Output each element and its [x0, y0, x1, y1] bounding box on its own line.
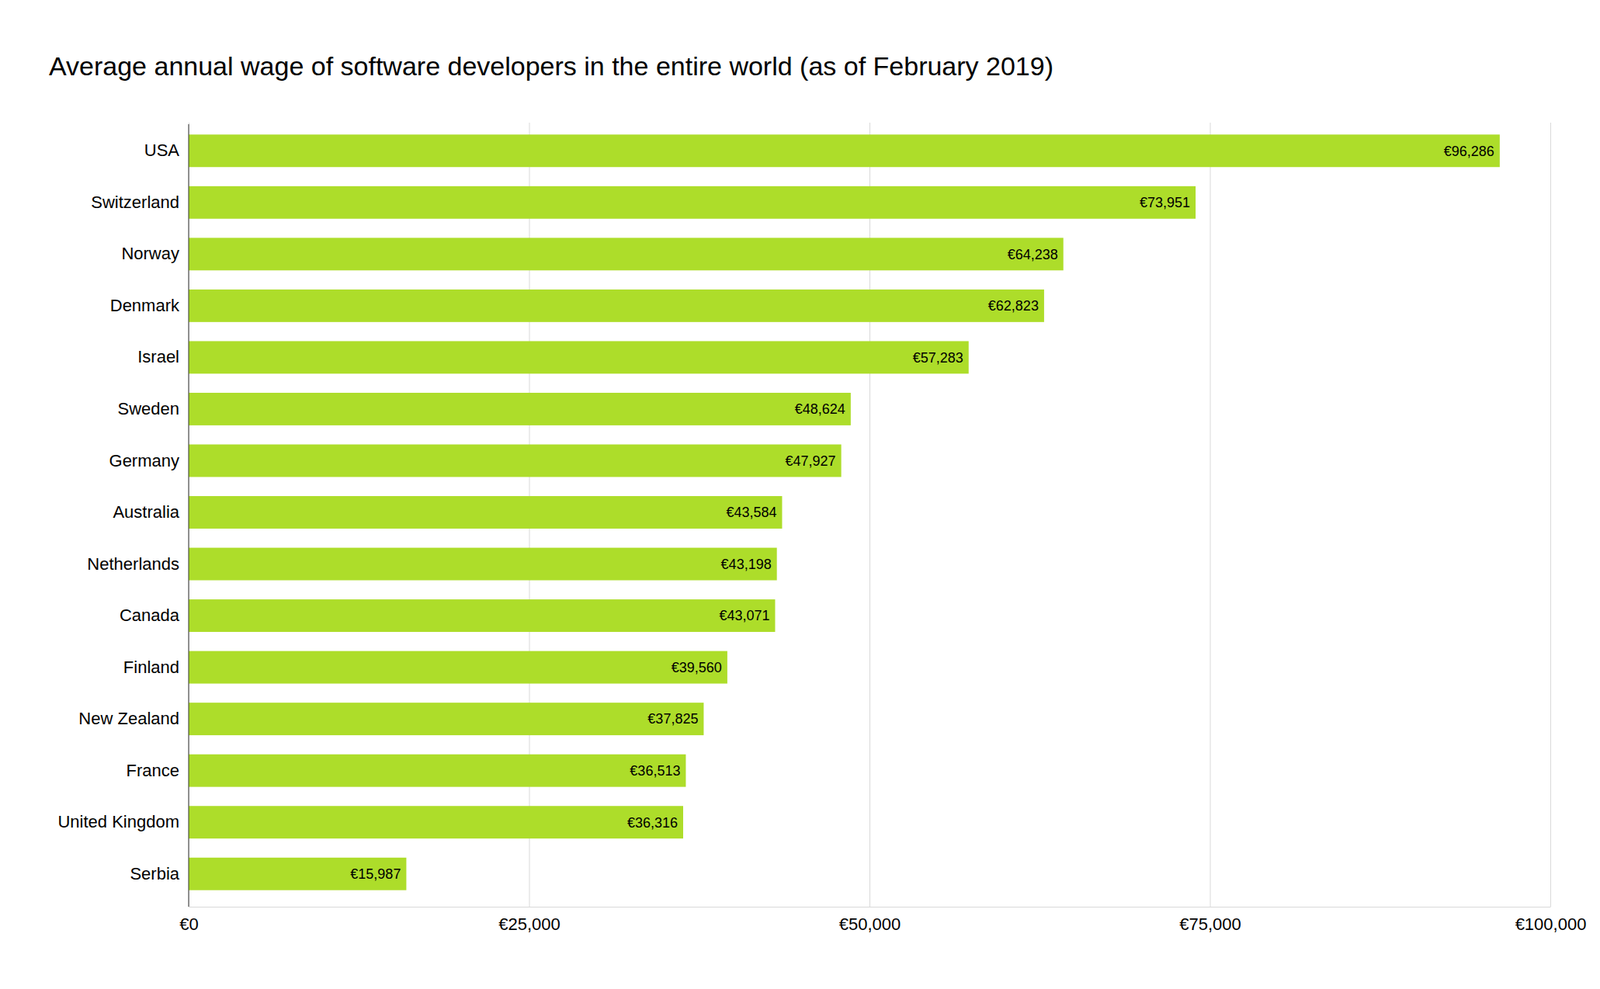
- bar: [188, 599, 775, 632]
- x-axis: €0 €25,000 €50,000 €75,000 €100,000: [179, 122, 1587, 934]
- y-tick-label: United Kingdom: [57, 812, 180, 832]
- data-label: €15,987: [350, 866, 401, 882]
- y-tick-label: Serbia: [129, 864, 180, 884]
- title: Average annual wage of software develope…: [48, 51, 1054, 81]
- data-labels: €96,286 €73,951 €64,238 €62,823 €57,283 €48,6…: [350, 143, 1495, 882]
- y-tick-label: Switzerland: [90, 192, 180, 212]
- y-tick: United Kingdom: [57, 812, 189, 832]
- y-tick-label: Denmark: [110, 295, 181, 316]
- data-label: €73,951: [1139, 194, 1191, 211]
- y-tick-label: Norway: [121, 243, 180, 264]
- y-tick: Canada: [119, 605, 189, 625]
- bar: [188, 857, 407, 891]
- bar: [188, 548, 778, 581]
- data-label: €57,283: [912, 350, 964, 366]
- bar: [188, 651, 728, 684]
- data-label: €37,825: [647, 711, 698, 727]
- data-label: €96,286: [1443, 143, 1495, 160]
- x-tick: €75,000: [1179, 122, 1242, 934]
- y-axis-line: [188, 124, 190, 907]
- bar: [188, 340, 969, 374]
- data-label: €39,560: [671, 659, 722, 676]
- y-tick: USA: [144, 140, 189, 160]
- y-tick: Netherlands: [86, 554, 189, 574]
- x-tick-label: €75,000: [1179, 914, 1242, 934]
- chart: Average annual wage of software develope…: [0, 0, 1600, 989]
- y-tick: Australia: [112, 502, 189, 522]
- y-tick: Denmark: [110, 295, 189, 316]
- y-tick: Germany: [109, 451, 189, 471]
- y-tick-label: Netherlands: [86, 554, 180, 574]
- y-tick-label: Germany: [109, 451, 180, 471]
- data-label: €43,198: [721, 556, 772, 573]
- data-label: €47,927: [785, 453, 837, 469]
- bar: [188, 289, 1045, 323]
- grid-line: [1550, 122, 1552, 907]
- bar: [188, 186, 1196, 219]
- data-label: €43,071: [718, 607, 770, 624]
- y-tick-label: Canada: [119, 605, 181, 625]
- bars: [188, 134, 1500, 890]
- x-tick-label: €25,000: [498, 914, 561, 934]
- y-tick: Serbia: [129, 864, 189, 884]
- bar: [188, 702, 704, 736]
- data-label: €48,624: [794, 401, 846, 417]
- y-tick: Israel: [137, 347, 189, 367]
- data-label: €36,513: [629, 763, 681, 779]
- x-tick: €100,000: [1515, 122, 1587, 934]
- data-label: €43,584: [725, 504, 777, 521]
- y-tick-label: USA: [144, 140, 181, 160]
- y-tick-label: France: [126, 760, 180, 781]
- bar: [188, 754, 686, 788]
- data-label: €62,823: [988, 298, 1039, 314]
- y-axis: USA Switzerland Norway Denmark Israel Sweden G…: [57, 124, 189, 907]
- data-label: €36,316: [627, 815, 678, 831]
- x-tick-label: €0: [179, 914, 198, 934]
- grid-line: [1210, 122, 1212, 907]
- y-tick: Switzerland: [90, 192, 189, 212]
- bar: [188, 805, 684, 839]
- y-tick: Sweden: [117, 399, 189, 419]
- y-tick: France: [126, 760, 189, 781]
- x-axis-line: [189, 906, 1552, 908]
- bar: [188, 237, 1064, 271]
- bar: [188, 134, 1500, 167]
- x-tick-label: €100,000: [1515, 914, 1587, 934]
- x-tick-label: €50,000: [839, 914, 902, 934]
- y-tick-label: New Zealand: [78, 708, 180, 729]
- y-tick-label: Finland: [123, 657, 180, 677]
- y-tick-label: Sweden: [117, 399, 180, 419]
- bar: [188, 444, 842, 478]
- y-tick: New Zealand: [78, 708, 189, 729]
- bar: [188, 392, 851, 426]
- y-tick: Norway: [121, 243, 189, 264]
- bar: [188, 496, 782, 529]
- y-tick: Finland: [123, 657, 189, 677]
- y-tick-label: Australia: [112, 502, 180, 522]
- data-label: €64,238: [1007, 246, 1059, 263]
- y-tick-label: Israel: [137, 347, 180, 367]
